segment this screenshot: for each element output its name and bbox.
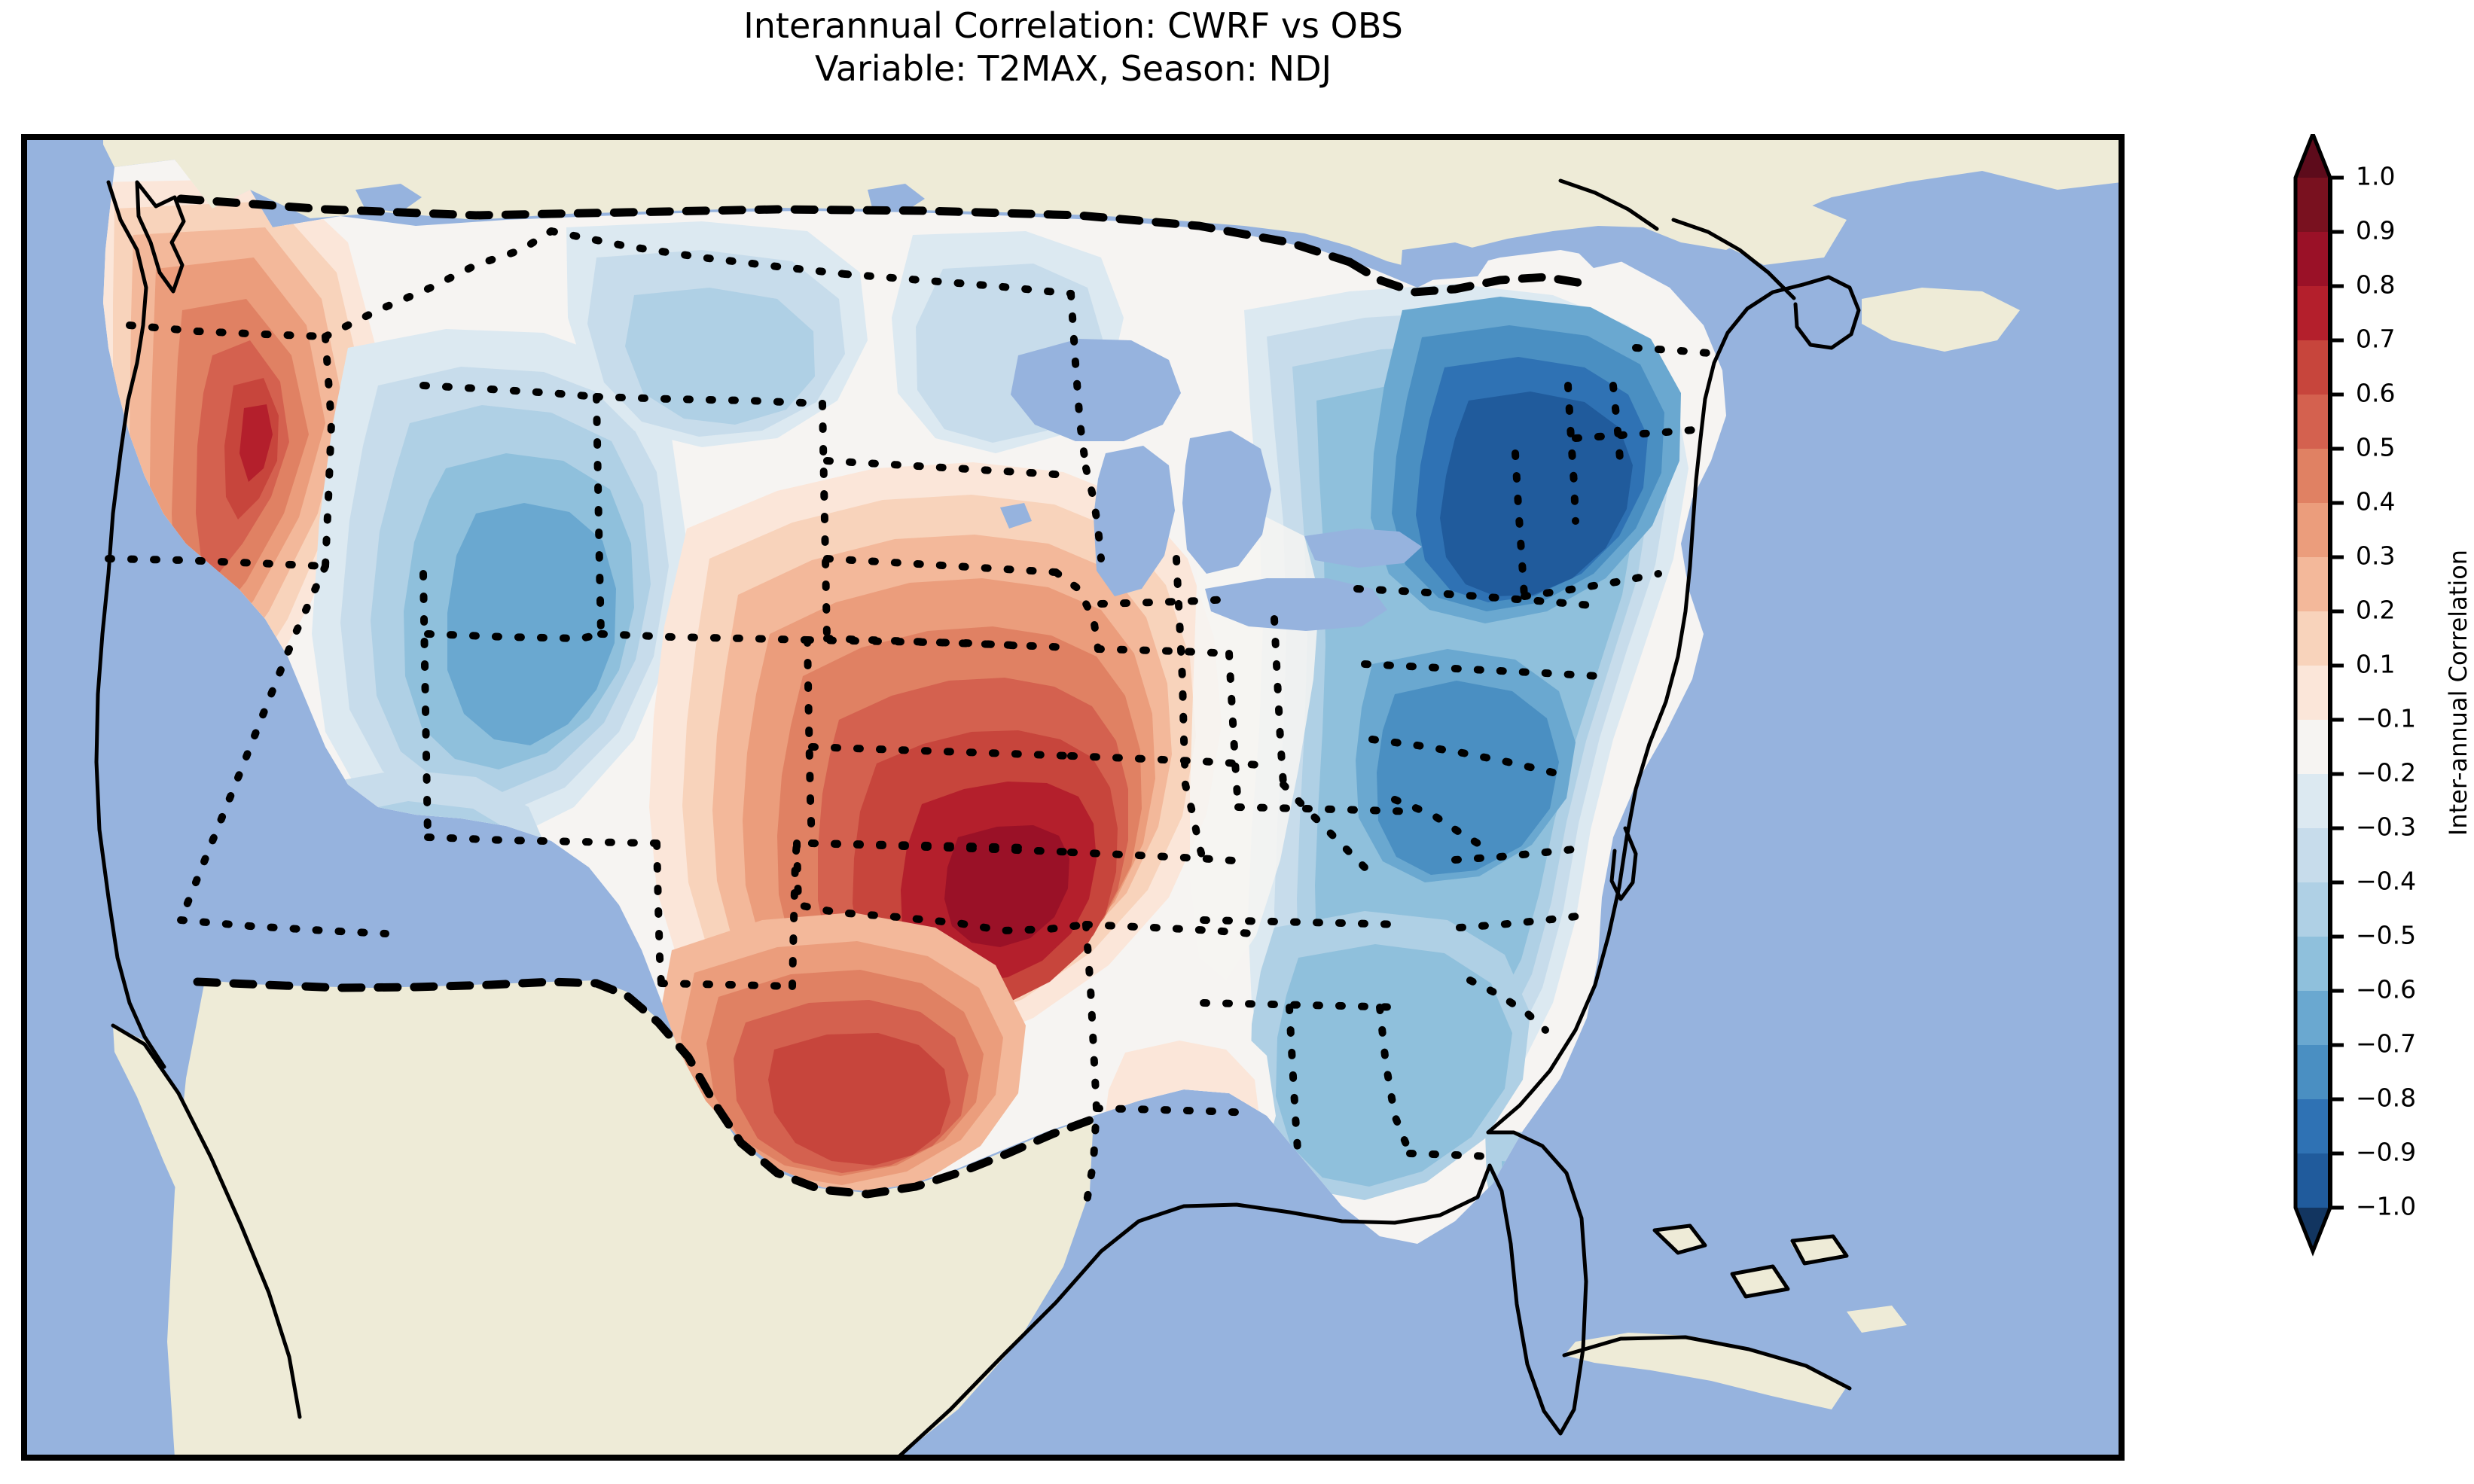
colorbar-tick-label: −0.4 [2356,867,2416,896]
bahamas-islet-1 [1655,1225,1704,1251]
colorbar-tick-label: 0.9 [2356,216,2395,245]
lake-michigan [1094,446,1175,596]
national-borders [176,194,1595,1199]
small-lake-c [1576,244,1627,268]
colorbar-bands[interactable] [2296,134,2330,1251]
colorbar-band [2296,1153,2330,1208]
colorbar-band [2296,1045,2330,1099]
colorbar-tick-label: 0.6 [2356,379,2395,408]
quebec-coast [1715,201,1847,265]
band-midatlantic-m0p6 [1377,681,1559,875]
band-central-0p9 [944,825,1069,947]
lake-superior [1011,339,1181,441]
band-nplains-m0p3 [625,288,815,425]
colorbar-tick-label: 0.3 [2356,541,2395,571]
band-transition-neutral [1190,513,1319,980]
title-line-1: Interannual Correlation: CWRF vs OBS [743,5,1403,46]
map-frame-border [24,137,2122,1458]
band-greatbasin-m0p5-a [447,503,616,745]
colorbar-band [2296,557,2330,611]
map-plot-area [24,137,2122,1458]
colorbar-outline [2293,134,2332,1257]
colorbar-tick-label: −0.6 [2356,975,2416,1004]
lake-manitoba-north [868,184,925,212]
baja-peninsula [113,1025,299,1432]
small-lake-a [1000,503,1032,529]
colorbar-tick-label: −0.5 [2356,921,2416,950]
colorbar-band [2296,666,2330,720]
band-west-0p8 [239,404,273,482]
colorbar-band [2296,232,2330,286]
colorbar-band [2296,286,2330,340]
land-outside-domain [103,137,2122,1458]
band-northeast-m0p8 [1440,392,1633,596]
colorbar[interactable]: 1.0 0.9 0.8 0.7 0.6 0.5 0.4 0.3 0.2 0.1 −0.1 −0.2 −0… [2289,134,2474,1461]
colorbar-tick-label: −0.8 [2356,1083,2416,1113]
state-borders [105,227,1722,1210]
colorbar-svg[interactable]: 1.0 0.9 0.8 0.7 0.6 0.5 0.4 0.3 0.2 0.1 −0.1 −0.2 −0… [2289,134,2474,1461]
colorbar-tick-label: 1.0 [2356,162,2395,191]
colorbar-band [2296,178,2330,232]
colorbar-axis-label: Inter-annual Correlation [2444,549,2472,836]
map-axes[interactable] [21,134,2125,1461]
colorbar-band [2296,882,2330,937]
colorbar-tick-label: −0.1 [2356,704,2416,733]
lake-okanagan [355,184,422,212]
small-lake-b [1131,494,1161,518]
cuba-landmass [1564,1333,1847,1409]
lake-erie [1205,578,1387,631]
colorbar-band [2296,828,2330,882]
lake-winnipeg [1401,242,1493,280]
colorbar-tick-label: 0.7 [2356,325,2395,354]
colorbar-band [2296,937,2330,991]
great-lakes [355,184,1627,631]
colorbar-tick-label: 0.8 [2356,270,2395,300]
colorbar-band [2296,449,2330,503]
page-title: Interannual Correlation: CWRF vs OBS Var… [0,5,2146,90]
band-southeast-m0p4 [1276,944,1512,1187]
lake-ontario [1304,529,1422,568]
colorbar-band [2296,991,2330,1045]
colorbar-tick-label: −1.0 [2356,1192,2416,1221]
colorbar-tick-label: −0.2 [2356,758,2416,788]
colorbar-tick-label: −0.7 [2356,1029,2416,1059]
colorbar-extend-top [2296,134,2330,178]
colorbar-tick-label: −0.3 [2356,812,2416,842]
correlation-map [24,137,2122,1458]
bahamas-islet-4 [1847,1306,1907,1333]
colorbar-tick-label: 0.2 [2356,596,2395,625]
mexico-landmass [167,980,1094,1458]
colorbar-band [2296,720,2330,774]
colorbar-band [2296,611,2330,666]
colorbar-extend-bottom [2296,1208,2330,1251]
colorbar-band [2296,340,2330,395]
colorbar-band [2296,395,2330,449]
colorbar-band [2296,1099,2330,1153]
bahamas-islet-3 [1790,1236,1845,1263]
colorbar-tick-label: −0.9 [2356,1138,2416,1167]
canada-landmass [103,137,2122,271]
colorbar-band [2296,503,2330,557]
maritimes-landmass [1862,288,2020,352]
colorbar-tick-label: 0.1 [2356,650,2395,679]
title-line-2: Variable: T2MAX, Season: NDJ [814,48,1332,89]
colorbar-tick-labels: 1.0 0.9 0.8 0.7 0.6 0.5 0.4 0.3 0.2 0.1 −0.1 −0.2 −0… [2356,162,2416,1221]
colorbar-tick-label: 0.5 [2356,433,2395,462]
colorbar-tick-label: 0.4 [2356,487,2395,517]
colorbar-band [2296,774,2330,828]
coastlines [94,178,1861,1458]
lake-huron [1182,431,1271,574]
band-texas-0p7 [768,1033,950,1166]
